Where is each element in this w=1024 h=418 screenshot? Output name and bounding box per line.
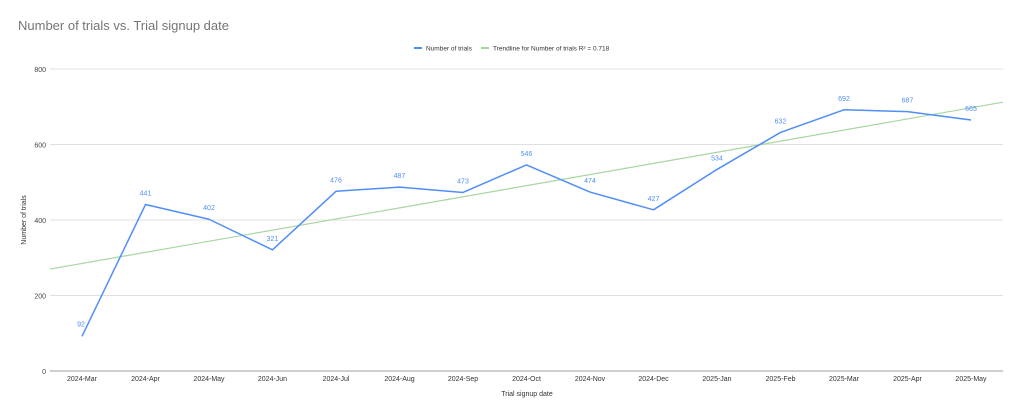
- x-axis-label: Trial signup date: [501, 391, 553, 398]
- data-label: 687: [902, 98, 914, 105]
- x-tick-label: 2024-May: [193, 376, 225, 383]
- data-label: 473: [457, 178, 469, 185]
- data-label: 92: [77, 321, 85, 328]
- x-tick-label: 2025-Feb: [766, 376, 796, 383]
- x-tick-label: 2024-Dec: [638, 376, 669, 383]
- legend-label-trendline: Trendline for Number of trials R² = 0.71…: [493, 46, 610, 53]
- data-label: 546: [521, 151, 533, 158]
- data-label: 487: [394, 173, 406, 180]
- y-tick-label: 200: [34, 294, 46, 301]
- x-tick-label: 2024-Nov: [575, 376, 606, 383]
- data-label: 402: [203, 205, 215, 212]
- y-tick-label: 400: [34, 218, 46, 225]
- data-label: 692: [838, 96, 850, 103]
- data-label: 474: [584, 178, 596, 185]
- y-axis-label: Number of trials: [21, 195, 28, 245]
- trendline: [49, 101, 1004, 270]
- x-tick-label: 2024-Sep: [448, 376, 478, 383]
- x-tick-label: 2025-May: [955, 376, 987, 383]
- chart-title: Number of trials vs. Trial signup date: [18, 18, 229, 33]
- x-tick-label: 2024-Apr: [131, 376, 160, 383]
- x-tick-label: 2025-Jan: [702, 376, 731, 383]
- y-tick-label: 600: [34, 143, 46, 150]
- x-tick-label: 2025-Apr: [893, 376, 922, 383]
- series-line: [81, 109, 972, 337]
- legend-label-series: Number of trials: [426, 46, 473, 53]
- x-tick-label: 2024-Jun: [258, 376, 287, 383]
- y-tick-label: 0: [42, 369, 46, 376]
- data-label: 534: [711, 155, 723, 162]
- x-tick-label: 2024-Mar: [67, 376, 98, 383]
- data-label: 427: [648, 196, 660, 203]
- data-label: 632: [775, 118, 787, 125]
- x-tick-label: 2025-Mar: [829, 376, 860, 383]
- x-tick-label: 2024-Oct: [512, 376, 541, 383]
- data-label: 321: [267, 236, 279, 243]
- data-label: 441: [140, 191, 152, 198]
- data-label: 665: [965, 106, 977, 113]
- data-label: 476: [330, 177, 342, 184]
- y-tick-label: 800: [34, 67, 46, 74]
- x-tick-label: 2024-Jul: [323, 376, 350, 383]
- x-tick-label: 2024-Aug: [384, 376, 414, 383]
